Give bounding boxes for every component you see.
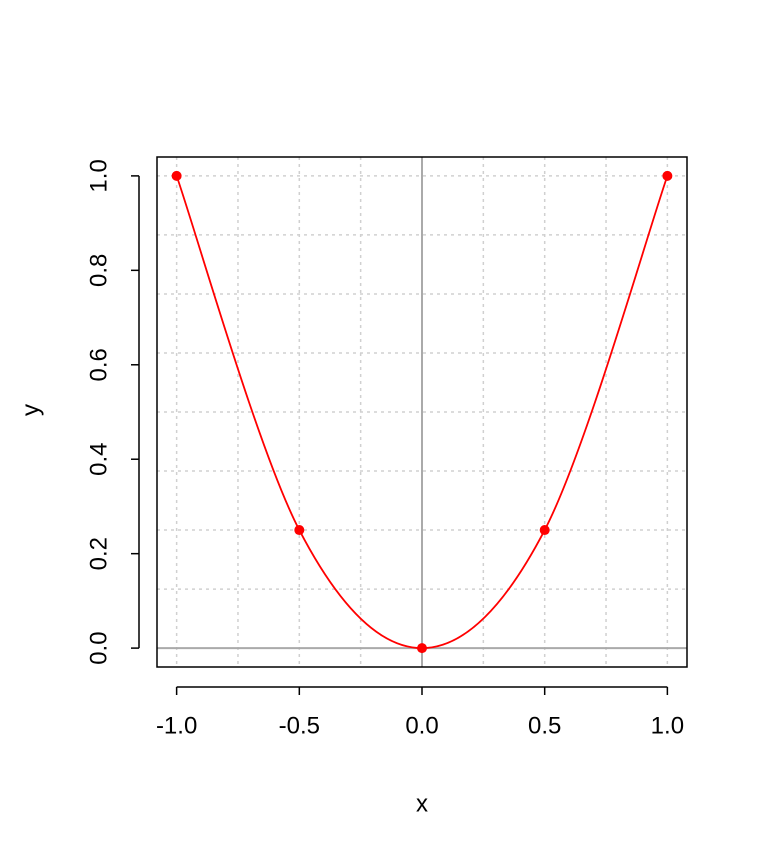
x-tick-label: 1.0 <box>651 712 684 739</box>
y-tick-label: 0.4 <box>85 443 112 476</box>
x-tick-label: 0.0 <box>405 712 438 739</box>
data-point <box>539 525 550 536</box>
plot-frame <box>156 156 688 668</box>
x-tick-label: -1.0 <box>156 712 197 739</box>
data-point <box>171 170 182 181</box>
data-point <box>417 643 427 654</box>
y-tick-label: 1.0 <box>85 159 112 192</box>
x-tick-label: 0.5 <box>528 712 561 739</box>
data-point <box>294 525 305 536</box>
x-axis-label: x <box>416 790 428 817</box>
y-tick-label: 0.0 <box>85 631 112 664</box>
y-axis-label: y <box>17 404 44 416</box>
data-point <box>662 170 673 181</box>
x-tick-label: -0.5 <box>279 712 320 739</box>
y-tick-label: 0.8 <box>85 254 112 287</box>
y-tick-label: 0.2 <box>85 537 112 570</box>
y-tick-label: 0.6 <box>85 348 112 381</box>
